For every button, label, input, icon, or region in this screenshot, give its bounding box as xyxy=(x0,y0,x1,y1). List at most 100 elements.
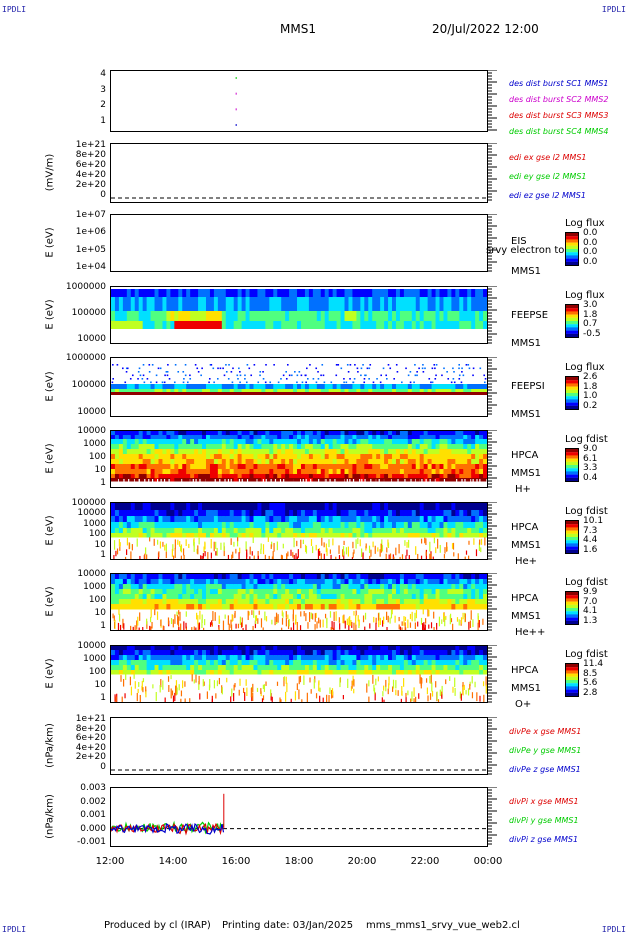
heat-cell xyxy=(384,439,389,445)
heat-cell xyxy=(407,439,413,445)
heat-speck xyxy=(387,688,389,695)
heat-cell xyxy=(269,439,274,445)
heat-cell xyxy=(237,646,243,651)
heat-cell xyxy=(344,439,349,445)
panel-5-ylabel: E (eV) xyxy=(44,371,56,402)
heat-speck xyxy=(377,547,379,552)
heat-cell xyxy=(467,289,472,297)
heat-cell xyxy=(455,646,460,651)
heat-cell xyxy=(138,454,144,460)
heat-speck xyxy=(273,364,275,366)
heat-speck xyxy=(372,674,374,684)
heat-cell xyxy=(384,510,389,517)
heat-cell xyxy=(312,670,318,675)
heat-cell xyxy=(344,584,349,590)
heat-speck xyxy=(431,682,433,692)
heat-cell xyxy=(364,665,369,671)
heat-cell xyxy=(111,516,116,523)
heat-cell xyxy=(372,459,377,465)
heat-cell xyxy=(403,599,409,605)
heat-cell xyxy=(257,478,262,482)
heat-cell xyxy=(114,321,120,329)
heat-cell xyxy=(451,584,456,590)
heat-cell xyxy=(455,478,460,482)
heat-cell xyxy=(392,435,397,440)
heat-cell xyxy=(407,478,413,482)
heat-speck xyxy=(262,684,264,690)
heat-cell xyxy=(273,503,278,511)
heat-cell xyxy=(162,533,167,538)
heat-cell xyxy=(316,435,322,440)
heat-cell xyxy=(435,474,441,479)
heat-cell xyxy=(479,389,484,392)
heat-cell xyxy=(118,655,124,661)
heat-speck xyxy=(332,538,334,546)
heat-speck xyxy=(443,612,445,620)
heat-cell xyxy=(324,665,330,671)
heat-cell xyxy=(324,311,330,321)
heat-speck xyxy=(257,550,259,559)
heat-cell xyxy=(356,392,361,395)
heat-cell xyxy=(415,389,421,392)
heat-cell xyxy=(388,589,393,595)
heat-cell xyxy=(269,435,274,440)
heat-cell xyxy=(376,469,381,475)
heat-speck xyxy=(405,692,407,698)
heat-cell xyxy=(190,660,195,666)
heat-speck xyxy=(317,378,320,380)
heat-speck xyxy=(125,674,127,680)
heat-cell xyxy=(328,431,334,436)
heat-speck xyxy=(247,610,249,621)
heat-cell xyxy=(205,454,211,460)
heat-cell xyxy=(479,655,484,661)
heat-cell xyxy=(419,321,425,329)
heat-speck xyxy=(305,613,307,622)
heat-speck xyxy=(423,627,426,630)
heat-speck xyxy=(158,551,160,558)
heat-cell xyxy=(372,533,377,538)
heat-cell xyxy=(213,599,219,605)
panel-11 xyxy=(110,787,488,847)
heat-cell xyxy=(249,431,254,436)
heat-cell xyxy=(265,584,270,590)
heat-cell xyxy=(138,444,144,450)
heat-cell xyxy=(471,392,476,395)
heat-cell xyxy=(289,474,294,479)
panel-9-colorbar-value: 8.5 xyxy=(583,668,598,679)
heat-cell xyxy=(380,469,385,475)
heat-cell xyxy=(423,454,429,460)
heat-cell xyxy=(372,454,377,460)
heat-cell xyxy=(205,444,211,450)
panel-6-colorbar-value: 3.3 xyxy=(583,463,598,473)
heat-cell xyxy=(205,439,211,445)
heat-cell xyxy=(170,297,175,311)
heat-cell xyxy=(320,469,326,475)
heat-speck xyxy=(184,681,186,687)
panel-11-ytick: 0.001 xyxy=(80,810,106,820)
heat-cell xyxy=(308,503,314,511)
heat-speck xyxy=(316,621,318,629)
heat-speck xyxy=(296,683,298,690)
heat-cell xyxy=(297,655,302,661)
heat-cell xyxy=(376,392,381,395)
heat-cell xyxy=(237,449,243,455)
heat-speck xyxy=(485,684,487,694)
panel-3-colorbar xyxy=(565,232,579,266)
heat-speck xyxy=(475,549,478,557)
heat-cell xyxy=(241,439,247,445)
heat-speck xyxy=(452,686,454,693)
heat-cell xyxy=(225,431,231,436)
heat-cell xyxy=(419,510,425,517)
heat-speck xyxy=(159,367,162,370)
heat-cell xyxy=(471,522,476,529)
heat-cell xyxy=(245,594,251,600)
heat-speck xyxy=(201,367,203,370)
heat-speck xyxy=(368,378,370,380)
heat-cell xyxy=(130,478,136,482)
heat-cell xyxy=(348,594,353,600)
heat-speck xyxy=(165,371,168,373)
heat-cell xyxy=(249,321,254,329)
heat-cell xyxy=(205,474,211,479)
heat-cell xyxy=(392,389,397,392)
heat-cell xyxy=(205,321,211,329)
